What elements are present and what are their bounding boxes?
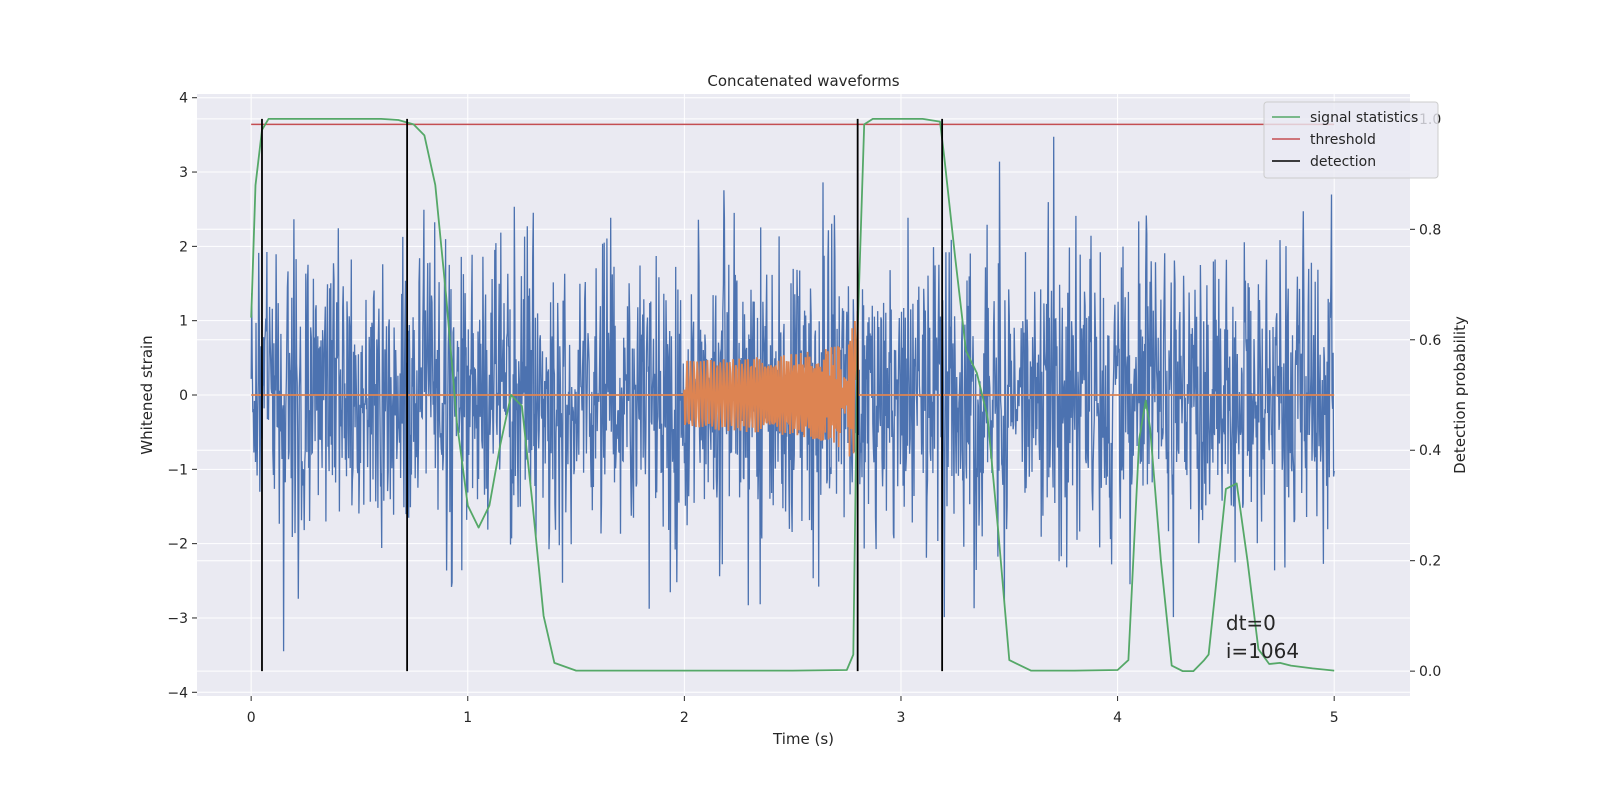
x-tick-label: 4: [1113, 710, 1122, 726]
y-axis-title: Whitened strain: [138, 335, 156, 454]
x-tick-label: 2: [680, 710, 689, 726]
annotation-dt: dt=0: [1226, 611, 1276, 635]
y-right-tick-label: 0.8: [1419, 222, 1441, 238]
series-signal-statistics-line: [250, 118, 1335, 672]
y-tick-label: −3: [167, 611, 188, 627]
y-right-tick-label: 0.2: [1419, 554, 1441, 570]
y-right-tick-label: 0.6: [1419, 333, 1441, 349]
y-right-tick-label: 0.0: [1419, 664, 1441, 680]
x-tick-label: 3: [897, 710, 906, 726]
x-axis-title: Time (s): [772, 730, 834, 748]
y-tick-label: 1: [179, 314, 188, 330]
legend-box: [1263, 101, 1439, 179]
y-tick-label: 3: [179, 165, 188, 181]
y-axis-right-title: Detection probability: [1451, 316, 1469, 474]
series-waveform-line: [251, 311, 1335, 457]
annotation-index: i=1064: [1226, 639, 1299, 663]
legend-label-signal-statistics: signal statistics: [1310, 110, 1418, 126]
y-right-tick-label: 0.4: [1419, 443, 1441, 459]
y-tick-label: 4: [179, 91, 188, 107]
y-tick-label: 2: [179, 239, 188, 255]
chart-title: Concatenated waveforms: [707, 72, 899, 90]
y-tick-label: 0: [179, 388, 188, 404]
legend-label-detection: detection: [1310, 154, 1376, 170]
legend: signal statistics threshold detection: [1263, 101, 1439, 179]
y-tick-label: −2: [167, 537, 188, 553]
y-tick-label: −1: [167, 462, 188, 478]
x-tick-label: 0: [247, 710, 256, 726]
y-tick-label: −4: [167, 685, 188, 701]
plot-layer: [250, 118, 1335, 672]
legend-label-threshold: threshold: [1310, 132, 1376, 148]
series-whitened-strain-line: [250, 136, 1335, 652]
x-tick-label: 1: [463, 710, 472, 726]
x-tick-label: 5: [1330, 710, 1339, 726]
